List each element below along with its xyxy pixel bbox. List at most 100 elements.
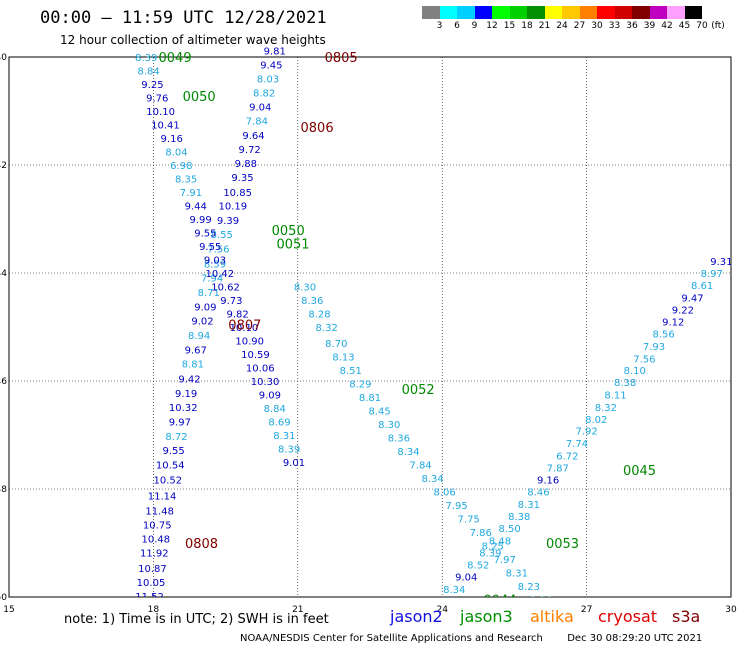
wave-height-label: 11.14 bbox=[148, 491, 177, 502]
pass-time-label: 0805 bbox=[325, 51, 358, 66]
wave-height-label: 8.04 bbox=[165, 148, 187, 159]
wave-height-label: 6.98 bbox=[170, 161, 192, 172]
wave-height-label: 8.36 bbox=[301, 296, 323, 307]
wave-height-label: 10.90 bbox=[235, 337, 264, 348]
pass-time-label: 0808 bbox=[185, 537, 218, 552]
pass-time-label: 0050 bbox=[272, 224, 305, 239]
data-layer: 11.52 10.05 10.87 11.92 10.48 10.75 11.48 11.14… bbox=[135, 0, 732, 607]
wave-height-label: 8.31 bbox=[506, 569, 528, 580]
color-swatch bbox=[614, 6, 632, 19]
color-swatch bbox=[667, 6, 685, 19]
y-tick-label: -50 bbox=[0, 593, 7, 603]
wave-height-label: 8.52 bbox=[467, 561, 489, 572]
color-scale-tick-label: 45 bbox=[678, 21, 691, 31]
wave-height-label: 10.10 bbox=[230, 323, 259, 334]
color-swatch bbox=[684, 6, 702, 19]
wave-height-label: 9.81 bbox=[264, 47, 286, 58]
wave-height-label: 8.94 bbox=[188, 331, 210, 342]
wave-height-label: 8.38 bbox=[508, 512, 530, 523]
wave-height-label: 8.69 bbox=[268, 418, 290, 429]
wave-height-label: 8.51 bbox=[340, 366, 362, 377]
color-scale-tick-label: 21 bbox=[538, 21, 551, 31]
wave-height-label: 9.81 bbox=[278, 0, 300, 1]
satellite-legend-altika: altika bbox=[530, 607, 574, 626]
pass-time-label: 0052 bbox=[402, 383, 435, 398]
wave-height-label: 8.31 bbox=[273, 431, 295, 442]
wave-height-label: 9.03 bbox=[204, 256, 226, 267]
wave-height-label: 9.39 bbox=[217, 216, 239, 227]
color-swatch bbox=[457, 6, 475, 19]
pass-time-label: 0050 bbox=[183, 90, 216, 105]
wave-height-label: 7.84 bbox=[246, 117, 268, 128]
wave-height-label: 8.50 bbox=[498, 524, 520, 535]
wave-height-label: 8.32 bbox=[316, 323, 338, 334]
wave-height-label: 8.01 bbox=[271, 18, 293, 29]
wave-height-label: 9.12 bbox=[662, 318, 684, 329]
y-tick-label: -44 bbox=[0, 269, 7, 279]
wave-height-label: 10.48 bbox=[141, 535, 170, 546]
wave-height-label: 7.56 bbox=[633, 354, 655, 365]
color-scale-tick-label: 39 bbox=[643, 21, 656, 31]
color-scale-tick-label: 36 bbox=[626, 21, 638, 31]
wave-height-label: 8.16 bbox=[530, 596, 552, 607]
wave-height-label: 7.97 bbox=[494, 555, 516, 566]
wave-height-label: 8.81 bbox=[182, 360, 204, 371]
wave-height-label: 8.28 bbox=[308, 310, 330, 321]
page-title: 00:00 – 11:59 UTC 12/28/2021 bbox=[40, 8, 327, 28]
wave-height-label: 8.34 bbox=[397, 447, 419, 458]
color-scale-tick-label: 24 bbox=[556, 21, 568, 31]
wave-height-label: 10.87 bbox=[138, 564, 167, 575]
wave-height-label: 7.87 bbox=[547, 463, 569, 474]
wave-height-label: 7.94 bbox=[201, 273, 223, 284]
wave-height-label: 8.70 bbox=[325, 339, 347, 350]
color-scale-tick-label: 70 bbox=[696, 21, 708, 31]
wave-height-label: 10.32 bbox=[169, 403, 198, 414]
wave-height-label: 7.92 bbox=[575, 427, 597, 438]
page-subtitle: 12 hour collection of altimeter wave hei… bbox=[60, 33, 326, 47]
wave-height-label: 10.41 bbox=[151, 121, 180, 132]
wave-height-label: 9.04 bbox=[249, 103, 271, 114]
x-tick-label: 27 bbox=[581, 605, 592, 615]
pass-time-label: 0051 bbox=[276, 237, 309, 252]
color-scale-tick-label: 30 bbox=[591, 21, 603, 31]
wave-height-label: 9.82 bbox=[227, 310, 249, 321]
wave-height-label: 10.85 bbox=[223, 188, 252, 199]
wave-height-label: 9.35 bbox=[231, 173, 253, 184]
wave-height-label: 10.54 bbox=[156, 461, 185, 472]
wave-height-label: 8.31 bbox=[518, 500, 540, 511]
wave-height-label: 9.25 bbox=[141, 80, 163, 91]
wave-height-label: 8.48 bbox=[489, 536, 511, 547]
wave-height-label: 10.52 bbox=[154, 475, 183, 486]
wave-height-label: 9.55 bbox=[194, 229, 216, 240]
wave-height-label: 8.34 bbox=[421, 474, 443, 485]
x-tick-label: 24 bbox=[436, 605, 448, 615]
wave-height-label: 9.99 bbox=[189, 215, 211, 226]
wave-height-label: 9.04 bbox=[455, 572, 477, 583]
color-swatch bbox=[527, 6, 545, 19]
wave-height-label: 8.35 bbox=[175, 175, 197, 186]
wave-height-label: 8.82 bbox=[253, 89, 275, 100]
color-swatch bbox=[649, 6, 667, 19]
y-tick-label: -40 bbox=[0, 53, 7, 63]
satellite-legend-jason2: jason2 bbox=[390, 607, 443, 626]
wave-height-label: 9.76 bbox=[146, 94, 168, 105]
pass-time-label: 0045 bbox=[623, 464, 656, 479]
wave-height-label: 8.71 bbox=[198, 288, 220, 299]
wave-height-label: 7.91 bbox=[180, 188, 202, 199]
wave-height-label: 11.48 bbox=[145, 507, 174, 518]
wave-height-label: 9.72 bbox=[239, 145, 261, 156]
x-tick-label: 15 bbox=[3, 605, 14, 615]
x-tick-label: 21 bbox=[292, 605, 303, 615]
color-scale-bar bbox=[422, 6, 702, 19]
color-scale-tick-label: 3 bbox=[436, 21, 443, 31]
wave-height-label: 8.30 bbox=[378, 420, 400, 431]
wave-height-label: 8.45 bbox=[368, 407, 390, 418]
note-text: note: 1) Time is in UTC; 2) SWH is in fe… bbox=[64, 612, 329, 627]
wave-height-label: 11.92 bbox=[140, 549, 169, 560]
wave-height-label: 8.36 bbox=[388, 434, 410, 445]
wave-height-label: 8.84 bbox=[137, 67, 159, 78]
wave-height-label: 8.39 bbox=[135, 53, 157, 64]
color-scale-tick-label: 15 bbox=[503, 21, 516, 31]
wave-height-label: 9.45 bbox=[260, 61, 282, 72]
